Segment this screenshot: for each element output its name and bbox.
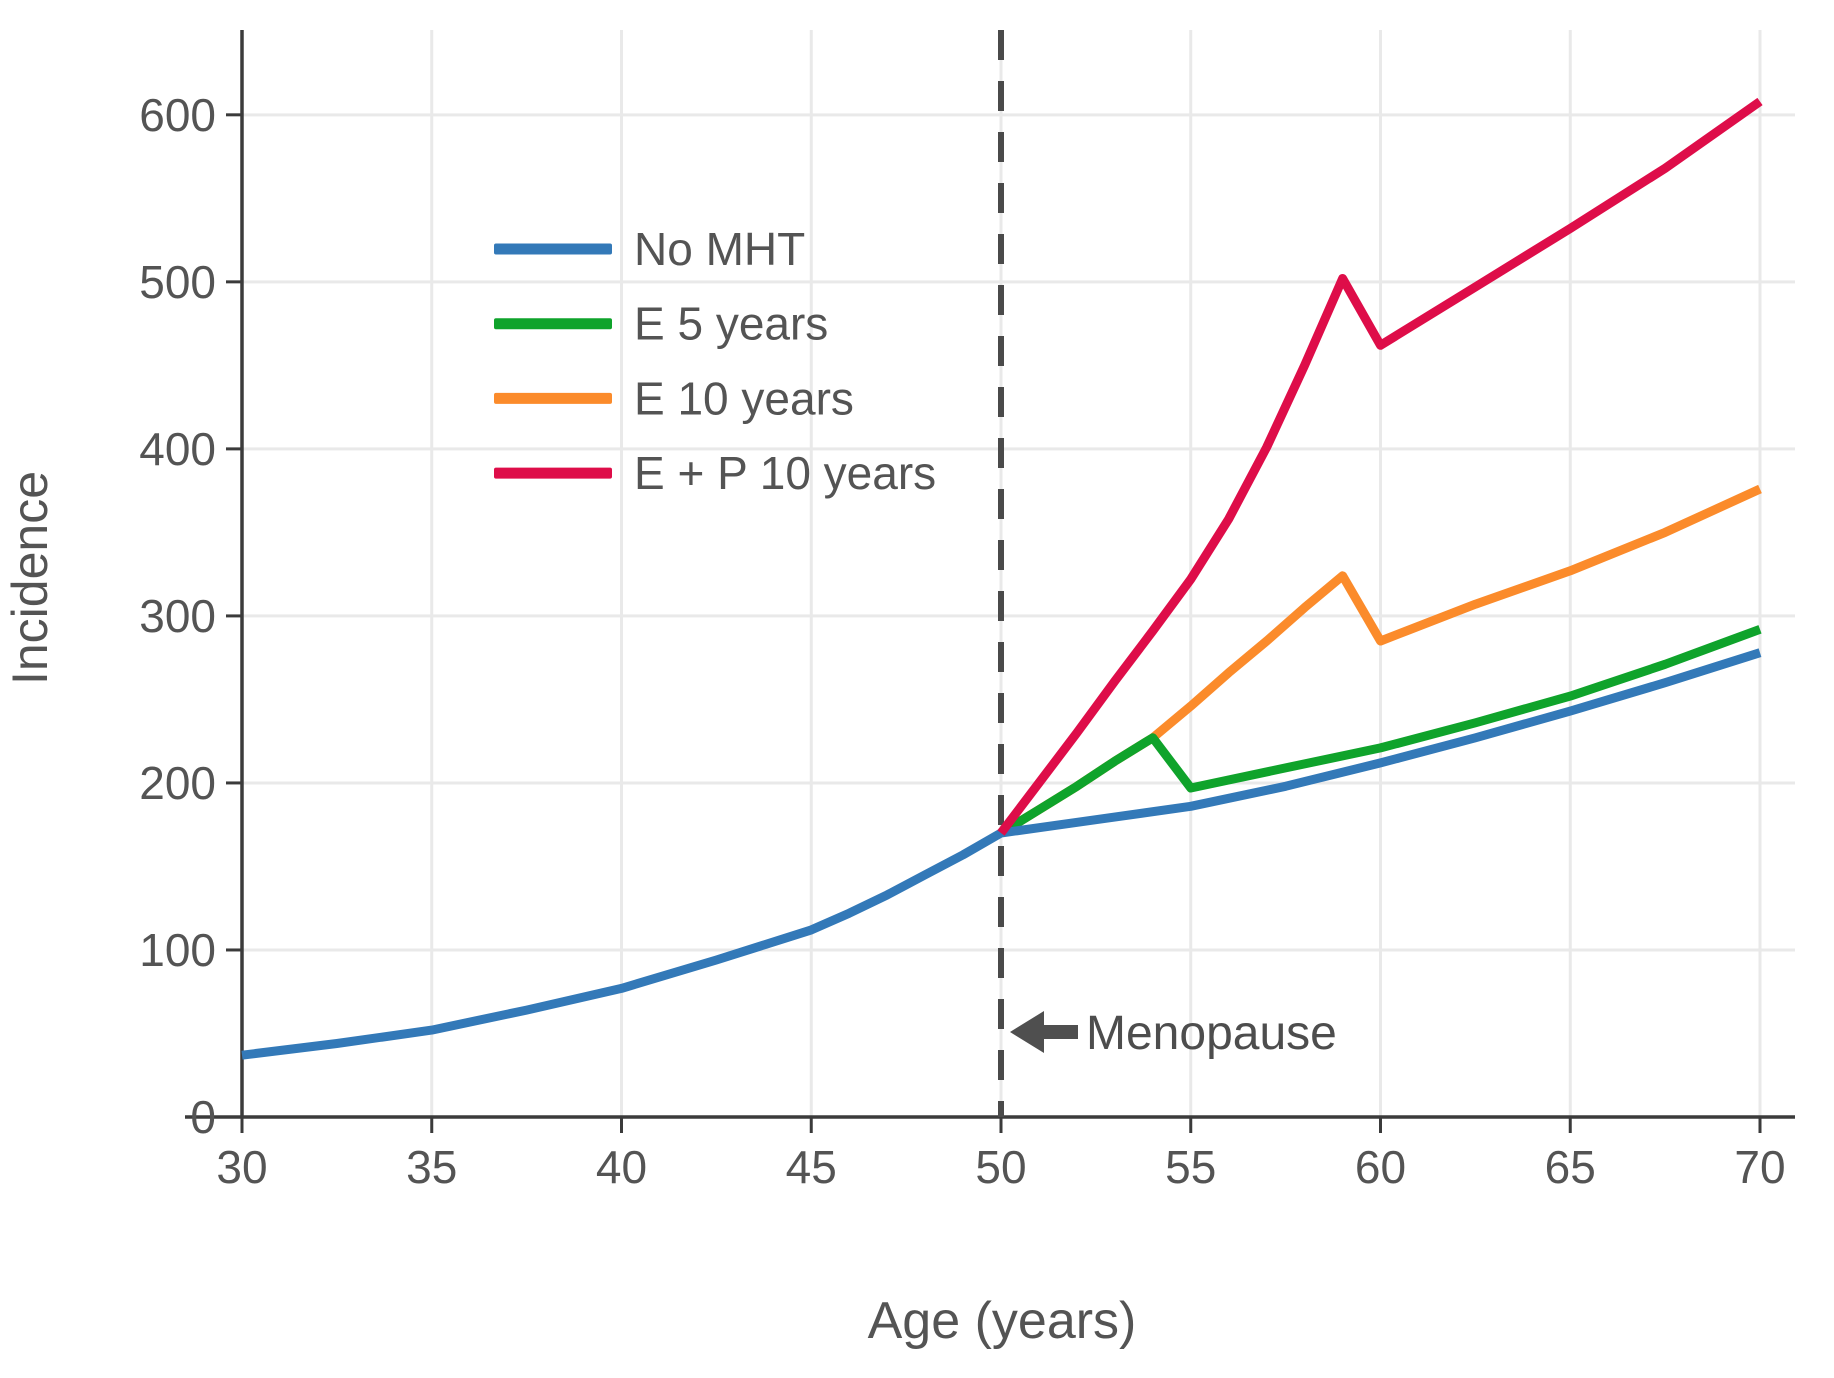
x-axis-title: Age (years) bbox=[868, 1292, 1137, 1350]
y-tick-label-200: 200 bbox=[139, 757, 216, 809]
legend-swatch-e-p-10-years bbox=[494, 467, 612, 479]
x-tick-label-65: 65 bbox=[1545, 1141, 1596, 1193]
menopause-label: Menopause bbox=[1086, 1007, 1337, 1060]
x-tick-label-55: 55 bbox=[1165, 1141, 1216, 1193]
legend-label-e-10-years: E 10 years bbox=[634, 372, 854, 424]
series-line-no-mht bbox=[241, 648, 1762, 1060]
y-tick-label-400: 400 bbox=[139, 423, 216, 475]
legend-swatch-e-10-years bbox=[494, 392, 612, 404]
y-tick-label-600: 600 bbox=[139, 89, 216, 141]
x-tick-label-40: 40 bbox=[596, 1141, 647, 1193]
left-arrow-icon bbox=[1010, 1011, 1078, 1053]
data-series bbox=[241, 97, 1763, 1060]
x-tick-label-50: 50 bbox=[975, 1141, 1026, 1193]
legend: No MHT E 5 years E 10 years E + P 10 years bbox=[494, 223, 936, 499]
axes: 0 100 200 300 400 500 600 30 35 40 45 50 55 60 65 70 bbox=[139, 30, 1795, 1193]
y-tick-label-100: 100 bbox=[139, 924, 216, 976]
legend-swatch-e-5-years bbox=[494, 318, 612, 330]
x-tick-label-30: 30 bbox=[216, 1141, 267, 1193]
legend-label-no-mht: No MHT bbox=[634, 223, 805, 275]
series-line-e-p-10-years bbox=[997, 97, 1763, 836]
legend-label-e-p-10-years: E + P 10 years bbox=[634, 447, 936, 499]
legend-label-e-5-years: E 5 years bbox=[634, 298, 828, 350]
legend-swatch-no-mht bbox=[494, 243, 612, 255]
series-line-e-5-years bbox=[998, 625, 1762, 837]
x-tick-label-35: 35 bbox=[406, 1141, 457, 1193]
y-tick-label-0: 0 bbox=[190, 1091, 216, 1143]
menopause-annotation: Menopause bbox=[1010, 1007, 1337, 1060]
y-tick-label-300: 300 bbox=[139, 590, 216, 642]
x-tick-label-45: 45 bbox=[786, 1141, 837, 1193]
y-tick-label-500: 500 bbox=[139, 256, 216, 308]
y-axis-title: Incidence bbox=[2, 471, 58, 685]
x-tick-label-60: 60 bbox=[1355, 1141, 1406, 1193]
x-tick-label-70: 70 bbox=[1734, 1141, 1785, 1193]
